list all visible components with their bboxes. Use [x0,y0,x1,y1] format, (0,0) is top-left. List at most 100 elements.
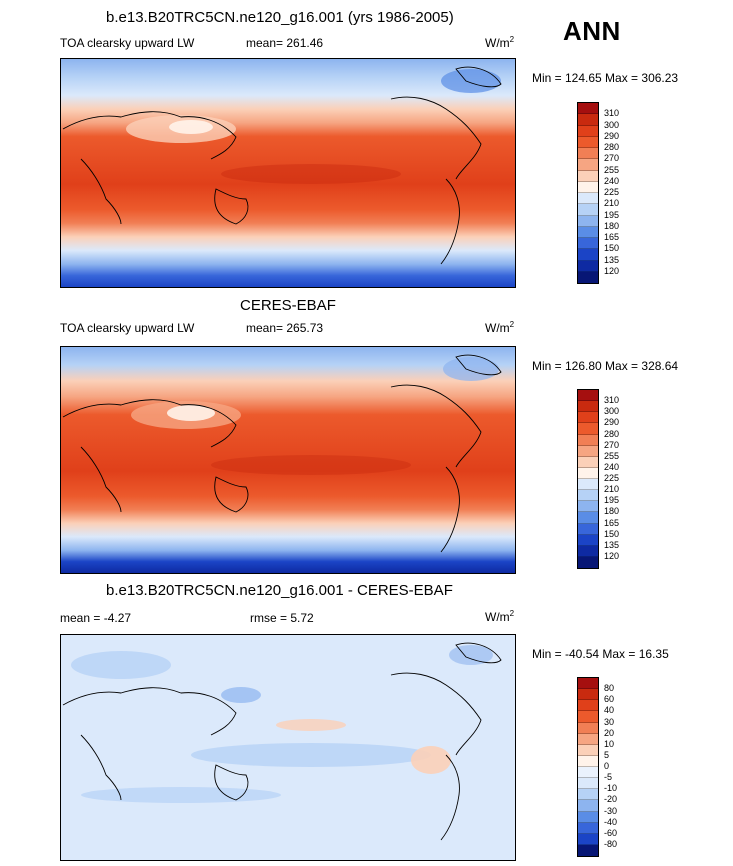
panel-1-mean-label: mean= 261.46 [246,36,324,50]
panel-1-colorbar [577,102,599,284]
panel-1-variable-label: TOA clearsky upward LW [60,36,195,50]
colorbar-swatch [578,700,598,712]
panel-1-map [60,58,516,288]
colorbar-tick-label: 150 [604,243,620,254]
colorbar-tick-label: 180 [604,220,620,231]
colorbar-swatch [578,711,598,723]
colorbar-swatch [578,412,598,424]
colorbar-swatch [578,778,598,790]
colorbar-tick-label: 300 [604,406,620,417]
panel-2-map [60,346,516,574]
panel-2-colorbar [577,389,599,569]
panel-3-rmse-label: rmse = 5.72 [250,611,314,625]
colorbar-swatch [578,445,598,457]
colorbar-swatch [578,467,598,479]
colorbar-tick-label: -20 [604,794,618,805]
colorbar-swatch [578,755,598,767]
colorbar-tick-label: 0 [604,761,610,771]
colorbar-tick-label: 310 [604,108,620,119]
colorbar-swatch [578,678,598,690]
colorbar-tick-label: 310 [604,395,620,406]
colorbar-swatch [578,181,598,193]
colorbar-swatch [578,767,598,779]
panel-1-title: b.e13.B20TRC5CN.ne120_g16.001 (yrs 1986-… [106,9,454,26]
colorbar-tick-label: -80 [604,838,618,849]
colorbar-tick-label: 280 [604,142,620,152]
colorbar-tick-label: 40 [604,705,615,716]
colorbar-swatch [578,271,598,283]
colorbar-swatch [578,689,598,701]
colorbar-tick-label: 240 [604,461,620,472]
colorbar-tick-label: -10 [604,783,618,794]
colorbar-swatch [578,434,598,446]
colorbar-tick-label: 150 [604,528,620,539]
colorbar-tick-label: -60 [604,827,618,838]
colorbar-tick-label: 60 [604,694,615,705]
colorbar-swatch [578,490,598,502]
panel-2-variable-label: TOA clearsky upward LW [60,321,195,335]
colorbar-swatch [578,456,598,468]
colorbar-swatch [578,534,598,546]
colorbar-swatch [578,159,598,171]
panel-2-coastlines [62,354,502,553]
colorbar-tick-label: 270 [604,153,620,164]
colorbar-tick-label: 225 [604,473,620,483]
colorbar-tick-label: 30 [604,716,615,727]
colorbar-swatch [578,733,598,745]
colorbar-tick-label: 225 [604,187,620,197]
colorbar-tick-label: 195 [604,209,620,220]
colorbar-swatch [578,114,598,126]
colorbar-swatch [578,390,598,402]
colorbar-tick-label: 180 [604,506,620,517]
panel-3-map [60,634,516,861]
panel-3-minmax: Min = -40.54 Max = 16.35 [532,647,669,661]
colorbar-tick-label: 135 [604,254,620,265]
colorbar-swatch [578,170,598,182]
colorbar-tick-label: 80 [604,683,615,694]
colorbar-tick-label: 270 [604,439,620,450]
colorbar-swatch [578,226,598,238]
colorbar-swatch [578,844,598,856]
colorbar-tick-label: 210 [604,198,620,209]
colorbar-swatch [578,136,598,148]
colorbar-swatch [578,215,598,227]
colorbar-tick-label: -40 [604,816,618,827]
colorbar-tick-label: -5 [604,772,613,783]
colorbar-swatch [578,722,598,734]
colorbar-swatch [578,800,598,812]
colorbar-swatch [578,744,598,756]
colorbar-swatch [578,512,598,524]
colorbar-swatch [578,501,598,513]
colorbar-tick-label: 20 [604,727,615,738]
panel-1-coastlines [62,66,502,265]
colorbar-swatch [578,260,598,272]
colorbar-tick-label: 165 [604,232,620,242]
colorbar-swatch [578,479,598,491]
panel-1-units: W/m2 [485,35,515,50]
colorbar-tick-label: 300 [604,119,620,130]
panel-3-units: W/m2 [485,609,515,624]
panel-2-title: CERES-EBAF [240,297,336,314]
colorbar-tick-label: 120 [604,265,620,276]
colorbar-swatch [578,103,598,115]
colorbar-swatch [578,148,598,160]
colorbar-swatch [578,523,598,535]
colorbar-tick-label: 120 [604,550,620,561]
colorbar-swatch [578,811,598,823]
panel-2-units: W/m2 [485,320,515,335]
colorbar-swatch [578,204,598,216]
colorbar-swatch [578,789,598,801]
colorbar-swatch [578,249,598,261]
season-label: ANN [563,16,621,46]
colorbar-tick-label: 210 [604,484,620,495]
colorbar-swatch [578,833,598,845]
colorbar-swatch [578,193,598,205]
colorbar-swatch [578,822,598,834]
colorbar-swatch [578,545,598,557]
colorbar-swatch [578,423,598,435]
panel-2-mean-label: mean= 265.73 [246,321,324,335]
colorbar-tick-label: 255 [604,164,620,175]
colorbar-tick-label: 10 [604,738,615,749]
colorbar-tick-label: 135 [604,539,620,550]
colorbar-tick-label: 240 [604,175,620,186]
